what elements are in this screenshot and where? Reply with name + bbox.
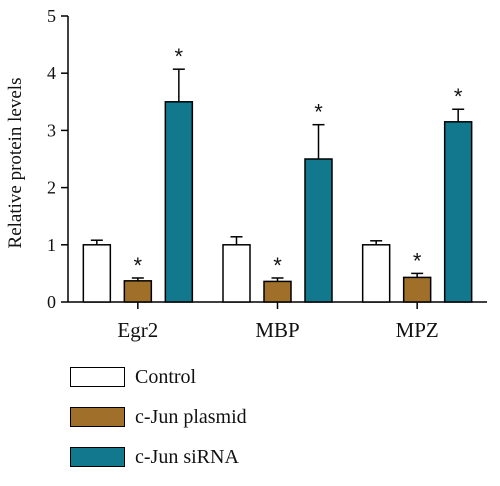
x-tick-label: Egr2 <box>117 318 158 342</box>
legend-label-cjun-plasmid: c-Jun plasmid <box>135 405 247 428</box>
significance-label: * <box>314 100 323 125</box>
bar-chart: 0 1 2 3 4 5 Relative protein levels * * Egr2 * * MBP… <box>5 6 487 342</box>
legend-swatch-cjun-plasmid <box>70 407 125 427</box>
significance-label: * <box>454 84 463 109</box>
legend-label-control: Control <box>135 365 197 388</box>
legend-item-control: Control <box>70 366 247 388</box>
legend-swatch-cjun-sirna <box>70 447 125 467</box>
significance-label: * <box>175 44 184 69</box>
bar <box>402 276 432 303</box>
bar <box>304 158 333 303</box>
significance-label: * <box>134 253 143 278</box>
y-tick-label: 5 <box>47 6 56 26</box>
legend-label-cjun-sirna: c-Jun siRNA <box>135 445 239 468</box>
y-axis-label: Relative protein levels <box>5 78 26 249</box>
bar <box>123 280 153 303</box>
legend-item-cjun-sirna: c-Jun siRNA <box>70 446 247 468</box>
y-tick-label: 1 <box>47 235 56 255</box>
legend-item-cjun-plasmid: c-Jun plasmid <box>70 406 247 428</box>
legend-swatch-control <box>70 367 125 387</box>
bar <box>361 244 391 303</box>
significance-label: * <box>273 253 282 278</box>
bar <box>164 101 194 303</box>
legend: Control c-Jun plasmid c-Jun siRNA <box>70 366 247 486</box>
y-tick-label: 0 <box>47 292 56 312</box>
y-tick-label: 2 <box>47 178 56 198</box>
y-tick-label: 4 <box>47 63 56 83</box>
bar <box>222 244 251 303</box>
x-tick-label: MPZ <box>396 318 439 342</box>
bar <box>263 280 292 303</box>
significance-label: * <box>413 248 422 273</box>
x-tick-label: MBP <box>255 318 299 342</box>
bar <box>443 121 473 303</box>
bar <box>82 244 112 303</box>
y-tick-label: 3 <box>47 120 56 140</box>
